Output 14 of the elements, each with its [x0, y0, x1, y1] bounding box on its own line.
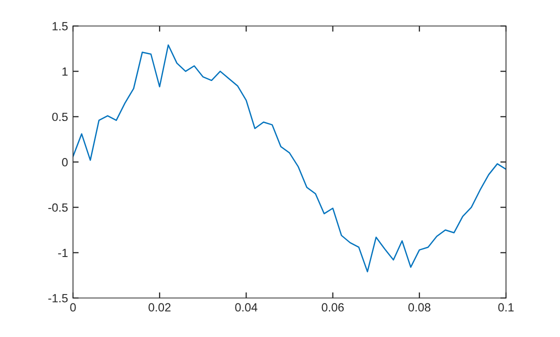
x-tick-label: 0.1	[498, 303, 514, 312]
x-tick-label: 0.06	[322, 303, 344, 312]
line-series	[73, 44, 506, 272]
y-tick-label: -0.5	[48, 203, 68, 212]
y-tick-label: -1.5	[48, 294, 68, 302]
x-tick-label: 0.08	[408, 303, 430, 312]
x-tick-label: 0.02	[148, 303, 170, 312]
y-tick-label: 0.5	[52, 112, 68, 122]
x-tick-label: 0.04	[235, 303, 258, 312]
x-tick-label: 0	[70, 303, 76, 312]
y-tick-label: 1.5	[52, 22, 68, 30]
y-tick-label: 1	[62, 67, 68, 76]
y-tick-label: -1	[58, 248, 68, 257]
y-tick-label: 0	[62, 158, 68, 166]
